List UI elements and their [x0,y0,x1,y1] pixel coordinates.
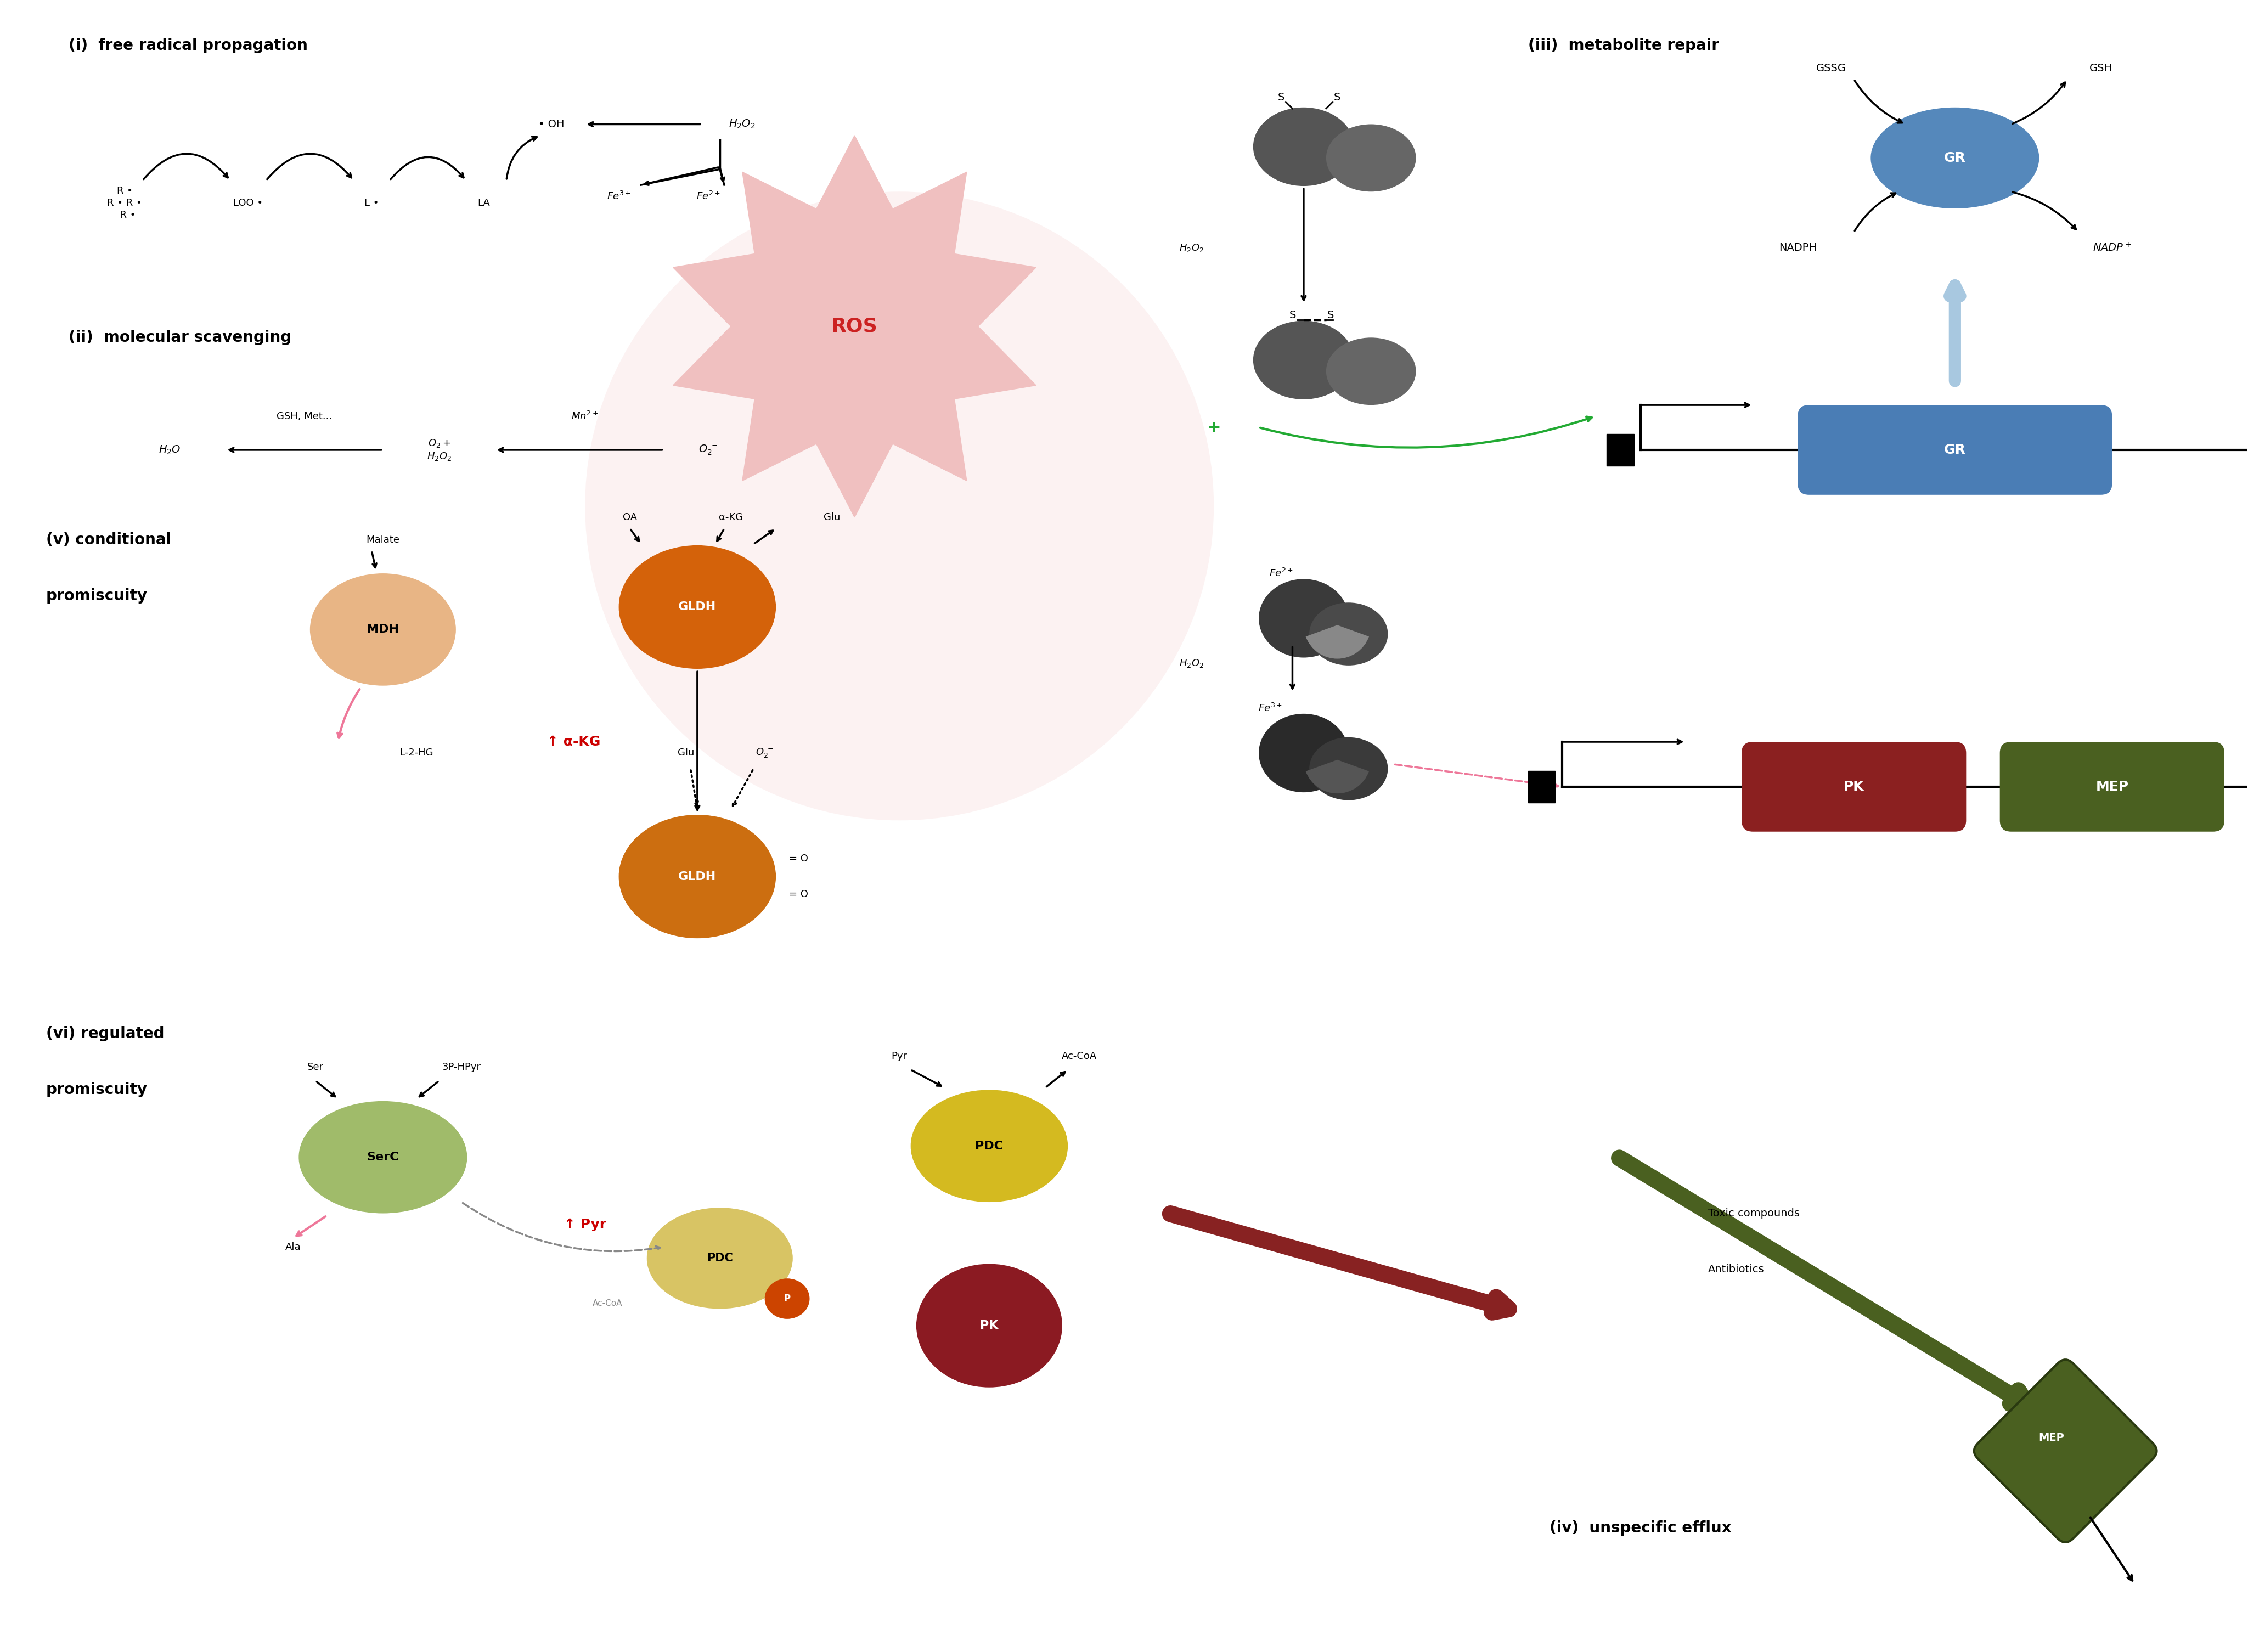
Text: $O_2^{\ -}$: $O_2^{\ -}$ [755,747,773,758]
Text: Glu: Glu [677,748,695,758]
Text: GSH, Met...: GSH, Met... [277,411,333,421]
Text: Ala: Ala [285,1242,301,1252]
Ellipse shape [299,1102,468,1213]
Text: Antibiotics: Antibiotics [1708,1264,1765,1275]
Text: MDH: MDH [366,624,400,634]
Text: PK: PK [1843,780,1864,793]
Ellipse shape [1259,714,1349,793]
Text: GLDH: GLDH [679,871,717,882]
Text: $H_2O_2$: $H_2O_2$ [728,119,755,131]
Wedge shape [1306,760,1369,793]
Text: GSH: GSH [2088,63,2113,73]
FancyBboxPatch shape [1742,742,1967,831]
Text: P: P [785,1294,791,1303]
Ellipse shape [917,1264,1063,1388]
FancyBboxPatch shape [2001,742,2223,831]
Text: $Mn^{2+}$: $Mn^{2+}$ [571,411,598,421]
Text: (iii)  metabolite repair: (iii) metabolite repair [1529,38,1720,53]
FancyBboxPatch shape [1974,1360,2156,1543]
Text: $O_2^{\ -}$: $O_2^{\ -}$ [699,443,719,456]
Text: $H_2O_2$: $H_2O_2$ [1178,657,1203,669]
Text: Malate: Malate [366,535,400,545]
Text: $O_2 +$
$H_2O_2$: $O_2 +$ $H_2O_2$ [427,438,452,463]
Polygon shape [672,135,1036,517]
Text: promiscuity: promiscuity [45,588,148,603]
Text: S: S [1288,311,1295,320]
Text: ↑ α-KG: ↑ α-KG [546,735,600,748]
Text: = O: = O [789,889,807,899]
Text: LA: LA [479,198,490,208]
Text: L •: L • [364,198,380,208]
Wedge shape [1306,624,1369,659]
FancyBboxPatch shape [1798,405,2113,496]
Text: MEP: MEP [2095,780,2129,793]
Ellipse shape [1308,737,1387,800]
Ellipse shape [1308,603,1387,666]
Text: ↑ Pyr: ↑ Pyr [564,1218,607,1231]
Text: GSSG: GSSG [1816,63,1846,73]
Text: PK: PK [980,1320,998,1332]
Text: (i)  free radical propagation: (i) free radical propagation [67,38,308,53]
Text: Pyr: Pyr [892,1051,908,1061]
Text: GLDH: GLDH [679,601,717,613]
Ellipse shape [647,1208,794,1308]
Text: SerC: SerC [366,1151,398,1163]
Text: • OH: • OH [537,119,564,129]
Ellipse shape [584,192,1214,821]
Text: MEP: MEP [2039,1432,2064,1444]
Text: $Fe^{3+}$: $Fe^{3+}$ [607,190,632,202]
Text: $Fe^{2+}$: $Fe^{2+}$ [697,190,722,202]
Ellipse shape [1326,337,1416,405]
Text: GR: GR [1945,443,1965,456]
Ellipse shape [1252,107,1353,187]
Ellipse shape [618,545,776,669]
Text: $Fe^{3+}$: $Fe^{3+}$ [1259,702,1281,714]
Text: L-2-HG: L-2-HG [400,748,434,758]
Text: (vi) regulated: (vi) regulated [45,1026,164,1041]
Text: S: S [1333,93,1340,102]
Text: Toxic compounds: Toxic compounds [1708,1208,1798,1219]
Text: Glu: Glu [823,512,841,522]
Ellipse shape [1326,124,1416,192]
Text: (iv)  unspecific efflux: (iv) unspecific efflux [1549,1520,1731,1535]
Text: S: S [1277,93,1284,102]
Text: 3P-HPyr: 3P-HPyr [443,1062,481,1072]
Text: R •
R • R •
  R •: R • R • R • R • [108,185,142,220]
Bar [1529,771,1556,803]
Text: LOO •: LOO • [234,198,263,208]
Ellipse shape [1252,320,1353,400]
Text: Ac-CoA: Ac-CoA [1061,1051,1097,1061]
Text: Ser: Ser [308,1062,324,1072]
Text: α-KG: α-KG [719,512,744,522]
Ellipse shape [764,1279,809,1318]
Text: $H_2O_2$: $H_2O_2$ [1178,243,1203,253]
Text: OA: OA [623,512,636,522]
Text: PDC: PDC [976,1140,1003,1151]
Ellipse shape [1870,107,2039,208]
Ellipse shape [910,1090,1068,1203]
Text: $H_2O$: $H_2O$ [157,444,180,456]
Text: (v) conditional: (v) conditional [45,532,171,547]
Text: ROS: ROS [832,317,877,335]
Text: $Fe^{2+}$: $Fe^{2+}$ [1270,568,1293,578]
Text: Ac-CoA: Ac-CoA [593,1298,623,1307]
Text: = O: = O [789,854,807,864]
Text: +: + [1207,420,1221,436]
Ellipse shape [310,573,456,686]
Bar [1607,434,1634,466]
Text: PDC: PDC [706,1252,733,1264]
Ellipse shape [1259,578,1349,657]
Text: promiscuity: promiscuity [45,1082,148,1097]
Text: (ii)  molecular scavenging: (ii) molecular scavenging [67,330,292,345]
Text: S: S [1326,311,1333,320]
Text: $NADP^+$: $NADP^+$ [2093,241,2131,254]
Ellipse shape [618,814,776,938]
Text: GR: GR [1945,152,1965,165]
Text: NADPH: NADPH [1778,243,1816,253]
